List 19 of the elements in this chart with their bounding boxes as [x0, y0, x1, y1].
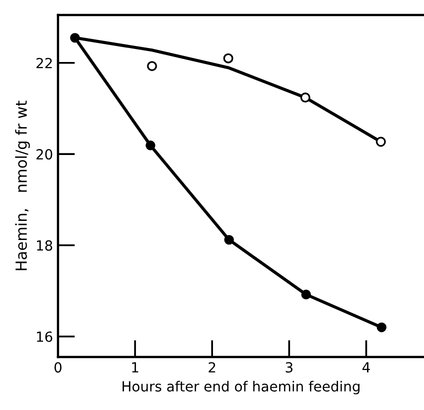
y-tick-label: 16	[36, 331, 52, 342]
y-tick-label: 20	[36, 149, 52, 160]
point	[301, 290, 311, 300]
x-tick-label: 1	[132, 362, 138, 372]
x-tick-label: 3	[286, 362, 292, 373]
y-tick-label: 22	[36, 58, 52, 68]
point	[224, 234, 234, 245]
x-tick-label: 0	[54, 362, 62, 373]
point	[223, 53, 234, 64]
point	[376, 136, 386, 147]
point	[147, 61, 158, 72]
x-tick-label: 2	[208, 362, 216, 372]
x-axis-title: Hours after end of haemin feeding	[122, 380, 360, 394]
point	[146, 140, 156, 150]
y-axis-title: Haemin, nmol/g fr wt	[15, 100, 30, 270]
y-tick-label: 18	[36, 240, 52, 251]
point	[300, 92, 310, 103]
point	[376, 322, 386, 332]
x-tick-label: 4	[362, 362, 370, 372]
